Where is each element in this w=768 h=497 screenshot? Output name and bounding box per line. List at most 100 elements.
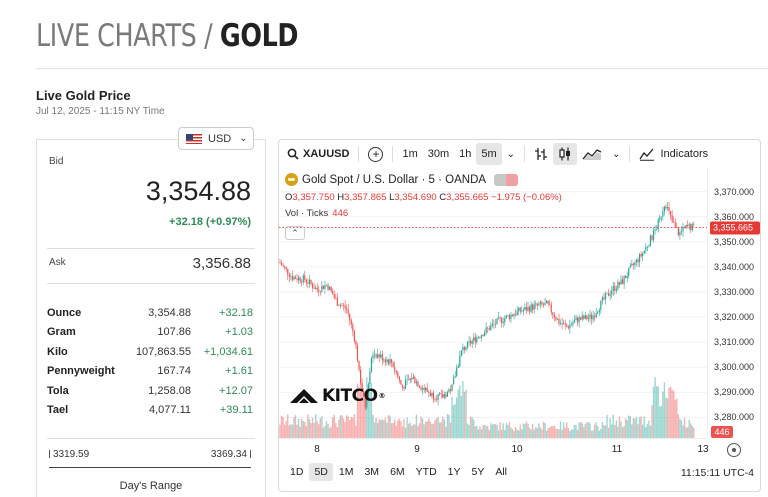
- volume-bar: [466, 423, 469, 438]
- volume-bar: [669, 386, 672, 438]
- candle-body: [651, 235, 653, 240]
- volume-bar: [376, 423, 379, 438]
- candle-body: [457, 366, 459, 368]
- candle-body: [541, 302, 543, 305]
- candle-body: [643, 250, 645, 254]
- range-tab-5d[interactable]: 5D: [309, 463, 333, 481]
- price-tick-label: 3,300.000: [714, 362, 755, 373]
- candle-body: [352, 324, 354, 332]
- volume-bar: [435, 418, 438, 438]
- volume-bar: [541, 429, 543, 438]
- volume-bar: [663, 382, 666, 438]
- interval-1m[interactable]: 1m: [402, 148, 418, 160]
- legend-toggle[interactable]: [494, 173, 519, 186]
- chart-type-dropdown[interactable]: ⌄: [607, 143, 625, 165]
- volume-bar: [345, 415, 348, 438]
- candle-body: [431, 392, 433, 397]
- candle-body: [360, 370, 362, 384]
- volume-bar: [473, 419, 475, 438]
- candle-body: [563, 323, 565, 325]
- volume-bar: [324, 425, 326, 438]
- candle-body: [572, 322, 574, 325]
- candle-body: [296, 278, 298, 280]
- collapse-legend-button[interactable]: ⌃: [285, 226, 305, 240]
- volume-bar: [583, 426, 585, 438]
- candle-body: [535, 303, 537, 305]
- candle-body: [508, 315, 510, 319]
- volume-bar: [576, 429, 579, 438]
- gear-icon[interactable]: [727, 443, 741, 457]
- volume-bar: [344, 422, 346, 438]
- volume-bar: [642, 424, 644, 438]
- symbol-search-button[interactable]: XAUUSD: [279, 143, 354, 165]
- volume-bar: [655, 385, 658, 438]
- volume-bar: [589, 423, 591, 438]
- interval-5m[interactable]: 5m: [476, 143, 502, 165]
- unit-row-pennyweight: Pennyweight 167.74 +1.61: [47, 362, 253, 382]
- us-flag-icon: [186, 133, 202, 144]
- chevron-down-icon: ⌄: [239, 133, 248, 144]
- bar-chart-type-button[interactable]: [529, 143, 553, 165]
- volume-bar: [628, 415, 630, 438]
- candle-body: [505, 315, 507, 319]
- range-tab-all[interactable]: All: [495, 466, 508, 478]
- range-tab-6m[interactable]: 6M: [390, 466, 405, 478]
- compare-button[interactable]: +: [363, 143, 388, 165]
- range-tab-1m[interactable]: 1M: [338, 466, 354, 478]
- unit-change: +1.61: [225, 365, 253, 378]
- price-chart-plot[interactable]: [279, 168, 707, 438]
- range-tab-1d[interactable]: 1D: [290, 466, 304, 478]
- time-tick-label: 13: [697, 444, 709, 455]
- candle-body: [640, 254, 642, 257]
- range-tab-ytd[interactable]: YTD: [415, 466, 437, 478]
- currency-select[interactable]: USD ⌄: [178, 127, 254, 150]
- candle-body: [313, 288, 315, 289]
- candle-body: [654, 229, 656, 231]
- volume-bar: [414, 424, 416, 438]
- last-price-tag: 3,355.665: [710, 221, 760, 235]
- interval-dropdown[interactable]: ⌄: [502, 143, 520, 165]
- volume-bar: [680, 420, 683, 438]
- candle-body: [414, 377, 416, 384]
- volume-bar: [437, 416, 439, 438]
- candle-body: [381, 354, 383, 361]
- volume-bar: [469, 416, 472, 438]
- candle-body: [621, 279, 624, 284]
- volume-bar: [302, 421, 304, 438]
- price-axis[interactable]: 3,280.000 3,290.000 3,300.000 3,310.000 3,32…: [707, 168, 760, 438]
- time-axis[interactable]: 8 9 10 11 13: [279, 438, 709, 460]
- bars-icon: [535, 148, 548, 160]
- volume-bar: [456, 397, 458, 438]
- candle-body: [587, 317, 590, 320]
- candle-body: [637, 259, 639, 263]
- volume-bar: [604, 425, 607, 438]
- volume-bar: [339, 415, 342, 438]
- unit-name: Tael: [47, 404, 69, 417]
- volume-bar: [282, 417, 284, 438]
- candle-body: [282, 265, 284, 266]
- interval-1h[interactable]: 1h: [459, 148, 472, 160]
- candle-body: [589, 314, 591, 318]
- unit-change: +1,034.61: [203, 345, 253, 358]
- chart-title: Gold Spot / U.S. Dollar · 5 · OANDA: [302, 173, 487, 186]
- volume-bar: [496, 424, 498, 438]
- candle-body: [586, 315, 588, 320]
- candle-body: [423, 388, 425, 391]
- volume-bar: [556, 428, 559, 438]
- interval-30m[interactable]: 30m: [427, 148, 450, 160]
- candle-body: [662, 211, 664, 217]
- range-tab-5y[interactable]: 5Y: [471, 466, 485, 478]
- indicators-button[interactable]: Indicators: [634, 143, 713, 165]
- range-tab-3m[interactable]: 3M: [364, 466, 380, 478]
- candle-body: [690, 224, 692, 230]
- candle-body: [422, 388, 424, 390]
- volume-bar: [325, 421, 328, 438]
- volume-bar: [666, 398, 669, 438]
- registered-mark: ®: [378, 392, 386, 400]
- candle-body: [549, 303, 551, 305]
- area-chart-type-button[interactable]: [577, 143, 607, 165]
- candle-body: [670, 211, 672, 216]
- range-tab-1y[interactable]: 1Y: [447, 466, 461, 478]
- candle-chart-type-button[interactable]: [553, 143, 578, 165]
- unit-row-tola: Tola 1,258.08 +12.07: [47, 381, 253, 401]
